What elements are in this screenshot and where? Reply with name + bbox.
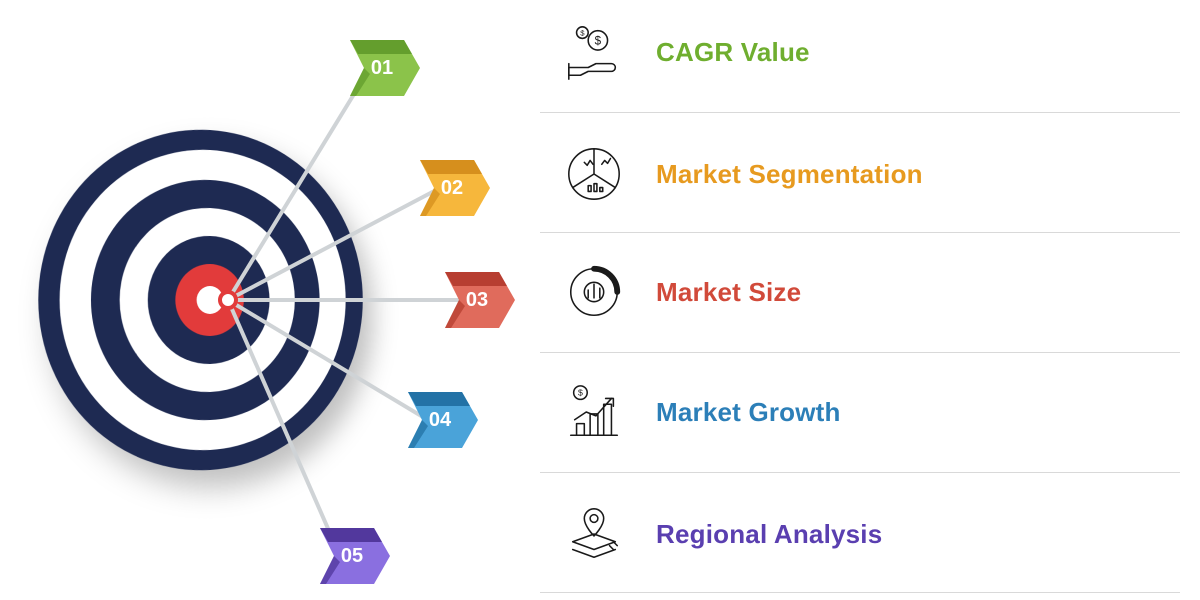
row-divider bbox=[540, 592, 1180, 593]
hand-money-icon: $ $ bbox=[560, 18, 628, 86]
pointer-flag-05: 05 bbox=[320, 528, 390, 584]
row-divider bbox=[540, 352, 1180, 353]
info-label: Market Segmentation bbox=[656, 159, 923, 190]
pointer-number: 04 bbox=[408, 392, 478, 448]
info-label: Regional Analysis bbox=[656, 519, 882, 550]
row-divider bbox=[540, 232, 1180, 233]
growth-bars-icon: $ bbox=[560, 378, 628, 446]
pointer-number: 02 bbox=[420, 160, 490, 216]
pointer-flag-04: 04 bbox=[408, 392, 478, 448]
pointer-number: 05 bbox=[320, 528, 390, 584]
svg-text:$: $ bbox=[580, 29, 585, 38]
info-label: Market Growth bbox=[656, 397, 841, 428]
pointer-flag-02: 02 bbox=[420, 160, 490, 216]
info-row-05: Regional Analysis bbox=[560, 500, 882, 568]
pointer-flag-01: 01 bbox=[350, 40, 420, 96]
pointer-flag-03: 03 bbox=[445, 272, 515, 328]
pointer-number: 03 bbox=[445, 272, 515, 328]
map-pin-layers-icon bbox=[560, 500, 628, 568]
info-row-03: Market Size bbox=[560, 258, 801, 326]
row-divider bbox=[540, 112, 1180, 113]
dartboard-target bbox=[40, 130, 380, 470]
info-label: Market Size bbox=[656, 277, 801, 308]
info-row-04: $ Market Growth bbox=[560, 378, 841, 446]
info-row-01: $ $ CAGR Value bbox=[560, 18, 810, 86]
info-label: CAGR Value bbox=[656, 37, 810, 68]
info-row-02: Market Segmentation bbox=[560, 140, 923, 208]
row-divider bbox=[540, 472, 1180, 473]
pie-segments-icon bbox=[560, 140, 628, 208]
donut-bars-icon bbox=[560, 258, 628, 326]
svg-text:$: $ bbox=[595, 34, 602, 47]
svg-text:$: $ bbox=[578, 388, 583, 398]
pointer-number: 01 bbox=[350, 40, 420, 96]
